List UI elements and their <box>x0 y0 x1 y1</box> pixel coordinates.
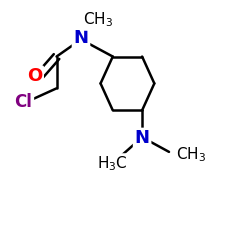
Text: N: N <box>134 130 150 148</box>
Text: N: N <box>74 29 88 47</box>
Text: H$_3$C: H$_3$C <box>98 155 128 174</box>
Text: O: O <box>27 67 42 85</box>
Text: Cl: Cl <box>14 93 32 111</box>
Text: CH$_3$: CH$_3$ <box>83 10 113 29</box>
Text: CH$_3$: CH$_3$ <box>176 145 206 164</box>
